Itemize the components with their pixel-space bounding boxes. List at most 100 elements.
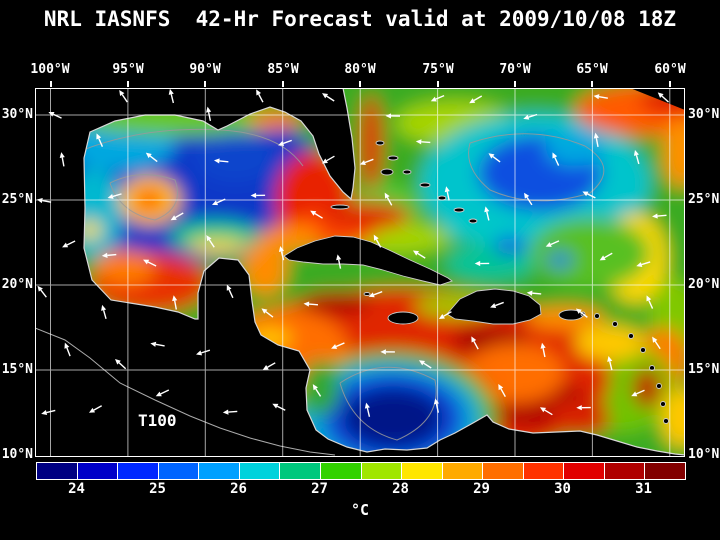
wind-arrow: [652, 213, 667, 219]
wind-arrow: [278, 246, 285, 261]
colorbar-tick: 26: [230, 481, 247, 497]
colorbar-segment: [564, 463, 604, 479]
lat-label-right-15n: 15°N: [688, 362, 720, 377]
wind-arrow: [484, 206, 490, 221]
colorbar-tick: 27: [311, 481, 328, 497]
wind-arrow: [143, 259, 157, 267]
colorbar-segment: [402, 463, 442, 479]
lon-tick: [281, 81, 284, 87]
colorbar-segment: [645, 463, 685, 479]
wind-arrow: [368, 290, 383, 298]
wind-arrow: [418, 360, 432, 369]
lon-label-100w: 100°W: [30, 62, 70, 77]
colorbar-tick: 30: [554, 481, 571, 497]
wind-arrow: [359, 158, 374, 165]
wind-arrow: [415, 139, 431, 145]
wind-arrow: [471, 336, 479, 350]
wind-arrow: [41, 409, 56, 416]
wind-arrow: [168, 88, 175, 104]
lat-label-left-30n: 30°N: [1, 107, 33, 122]
lon-label-90w: 90°W: [189, 62, 221, 77]
wind-arrow: [469, 95, 483, 104]
colorbar-segment: [483, 463, 523, 479]
lat-label-left-10n: 10°N: [1, 447, 33, 462]
lesser-antilles: [580, 311, 669, 424]
wind-arrow: [498, 384, 506, 398]
wind-arrow: [336, 254, 342, 269]
wind-arrow: [331, 342, 345, 349]
colorbar-tick: 29: [473, 481, 490, 497]
colorbar-segments: [37, 463, 685, 479]
colorbar-tick: 24: [68, 481, 85, 497]
wind-arrow: [321, 155, 335, 164]
colorbar-segment: [118, 463, 158, 479]
wind-arrow: [145, 152, 158, 163]
lat-label-right-25n: 25°N: [688, 192, 720, 207]
wind-arrow: [59, 152, 65, 167]
lon-label-80w: 80°W: [344, 62, 376, 77]
lat-label-left-20n: 20°N: [1, 277, 33, 292]
wind-arrow: [526, 290, 542, 296]
lon-label-75w: 75°W: [422, 62, 454, 77]
bahamas: [375, 140, 478, 224]
wind-arrow: [523, 113, 538, 120]
island-cayman: [363, 292, 371, 296]
wind-arrow: [364, 402, 371, 417]
wind-arrow: [540, 342, 546, 358]
wind-arrow: [222, 409, 238, 415]
wind-arrow: [599, 252, 613, 261]
wind-arrow: [88, 405, 103, 413]
lon-label-95w: 95°W: [112, 62, 144, 77]
lon-tick: [126, 81, 129, 87]
wind-arrow: [155, 389, 170, 397]
colorbar-tick-labels: 24 25 26 27 28 29 30 31: [36, 481, 684, 499]
wind-arrow: [576, 405, 591, 411]
wind-arrow: [170, 212, 184, 221]
colorbar-segment: [77, 463, 118, 479]
lat-label-right-30n: 30°N: [688, 107, 720, 122]
lon-tick: [204, 81, 207, 87]
lat-label-left-25n: 25°N: [1, 192, 33, 207]
wind-arrow: [474, 260, 490, 267]
wind-arrow: [384, 192, 393, 206]
wind-arrow: [62, 240, 76, 248]
lat-label-right-20n: 20°N: [688, 277, 720, 292]
wind-arrow: [636, 261, 651, 268]
wind-arrow: [633, 149, 640, 165]
sst-map: T100: [15, 68, 715, 487]
wind-arrow: [593, 132, 599, 148]
contour-lines: [82, 128, 605, 441]
grid-lines: [35, 88, 685, 457]
wind-arrow: [552, 152, 560, 166]
colorbar-segment: [199, 463, 239, 479]
colorbar-tick: 28: [392, 481, 409, 497]
colorbar-segment: [604, 463, 645, 479]
wind-arrow: [101, 252, 117, 258]
wind-arrow: [545, 240, 560, 247]
wind-arrow: [261, 308, 274, 318]
colorbar-segment: [442, 463, 483, 479]
wind-arrow: [312, 384, 322, 397]
island-jamaica: [387, 311, 419, 325]
florida-keys: [330, 204, 350, 210]
wind-arrow: [206, 235, 215, 248]
colorbar-tick: 25: [149, 481, 166, 497]
wind-arrow: [150, 341, 165, 347]
wind-arrow: [373, 234, 382, 248]
wind-arrow: [119, 90, 128, 103]
wind-arrow: [272, 403, 286, 411]
wind-arrow: [607, 355, 613, 371]
lat-label-right-10n: 10°N: [688, 447, 720, 462]
wind-arrow: [115, 358, 127, 370]
lon-label-85w: 85°W: [267, 62, 299, 77]
wind-arrow: [36, 197, 52, 204]
wind-arrow: [444, 186, 450, 201]
wind-arrow: [430, 95, 445, 102]
wind-arrow: [101, 304, 107, 320]
map-border: [35, 88, 685, 457]
island-cuba: [283, 235, 453, 286]
wind-arrow: [539, 407, 553, 416]
lon-label-70w: 70°W: [499, 62, 531, 77]
wind-arrow: [582, 191, 596, 199]
